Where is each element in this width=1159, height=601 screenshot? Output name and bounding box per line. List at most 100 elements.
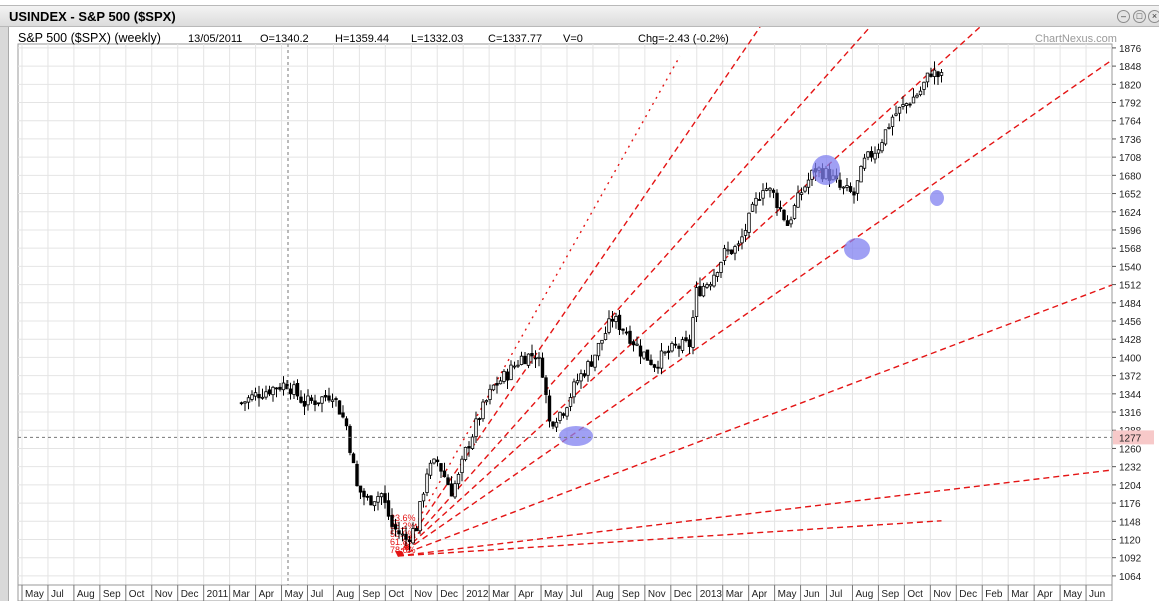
candle-body (687, 339, 692, 348)
x-tick-label: Sep (103, 589, 121, 600)
maximize-button[interactable]: □ (1133, 10, 1146, 23)
candle-body (379, 493, 384, 498)
candle-body (876, 149, 881, 154)
candle-body (929, 73, 933, 77)
candle-body (743, 230, 748, 236)
crosshair-price-box (1113, 430, 1154, 445)
x-tick-label: 2012 (466, 589, 489, 600)
x-tick-label: Apr (1037, 589, 1053, 600)
y-tick-label: 1148 (1119, 517, 1141, 528)
candle-body (439, 463, 443, 472)
candle-body (547, 395, 552, 422)
candle-body (561, 413, 566, 416)
candle-body (411, 528, 415, 544)
candle-body (883, 129, 888, 145)
x-tick-label: Nov (648, 589, 666, 600)
candle-body (768, 187, 772, 191)
candle-body (803, 186, 807, 192)
candle-body (782, 209, 786, 221)
candle-body (512, 365, 517, 368)
candle-body (274, 387, 279, 390)
candle-body (845, 185, 849, 188)
candle-body (330, 399, 335, 402)
y-tick-label: 1092 (1119, 554, 1142, 565)
y-tick-label: 1596 (1119, 226, 1142, 237)
candle-body (792, 205, 797, 219)
candle-body (519, 355, 524, 365)
y-tick-label: 1708 (1119, 153, 1142, 164)
candle-body (456, 473, 461, 485)
candle-body (663, 351, 667, 354)
candle-body (313, 400, 317, 405)
y-tick-label: 1512 (1119, 281, 1142, 292)
fibonacci-fan: 23.6%38.2%50.0%61.8%78.6% (390, 27, 1113, 557)
x-tick-label: Dec (959, 589, 977, 600)
minimize-button[interactable]: – (1117, 10, 1130, 23)
x-tick-label: Dec (181, 589, 199, 600)
candle-body (596, 342, 601, 357)
low-value: L=1332.03 (411, 33, 464, 45)
candle-body (712, 274, 716, 287)
candle-body (652, 364, 657, 368)
candle-body (771, 189, 776, 193)
x-tick-label: Apr (752, 589, 768, 600)
x-tick-label: Jun (804, 589, 820, 600)
candle-body (257, 394, 261, 399)
candle-body (253, 392, 258, 397)
x-tick-label: May (285, 589, 304, 600)
candle-body (649, 359, 653, 365)
candle-body (383, 493, 387, 503)
candle-body (677, 345, 681, 349)
x-tick-label: Apr (259, 589, 275, 600)
candle-body (467, 446, 471, 449)
x-tick-label: Mar (233, 589, 251, 600)
candle-body (526, 353, 531, 366)
candle-body (911, 96, 916, 104)
candle-body (754, 197, 758, 206)
candle-body (421, 493, 426, 502)
candle-body (673, 343, 678, 346)
x-tick-label: Aug (336, 589, 354, 600)
y-tick-label: 1848 (1119, 62, 1142, 73)
bar-date: 13/05/2011 (188, 33, 243, 45)
candle-body (540, 357, 545, 378)
fan-level-label: 23.6% (390, 513, 416, 523)
candle-body (586, 361, 590, 376)
crosshair-price-label: 1277 (1119, 433, 1142, 444)
high-value: H=1359.44 (335, 33, 390, 45)
fan-level-label: 78.6% (390, 545, 416, 555)
highlight-ellipse (930, 190, 944, 206)
x-tick-label: Sep (362, 589, 380, 600)
close-button[interactable]: × (1148, 10, 1159, 23)
candle-body (407, 539, 412, 542)
candle-body (295, 382, 300, 397)
candle-body (656, 366, 660, 369)
candle-body (866, 151, 870, 158)
candle-body (428, 462, 433, 476)
candle-body (628, 330, 632, 344)
source-label: ChartNexus.com (1035, 33, 1117, 45)
fan-line (397, 284, 1113, 557)
left-scroll-strip[interactable] (0, 27, 9, 601)
y-tick-label: 1204 (1119, 481, 1142, 492)
x-tick-label: Jul (310, 589, 323, 600)
y-tick-label: 1792 (1119, 99, 1142, 110)
candle-body (607, 318, 611, 333)
candle-body (750, 203, 755, 212)
candle-body (582, 373, 587, 377)
candle-body (544, 377, 548, 395)
y-tick-label: 1232 (1119, 463, 1142, 474)
candle-body (309, 397, 314, 401)
y-tick-label: 1176 (1119, 499, 1141, 510)
x-tick-label: Mar (1011, 589, 1029, 600)
candle-body (785, 220, 790, 226)
y-tick-label: 1064 (1119, 572, 1142, 583)
y-tick-label: 1260 (1119, 444, 1142, 455)
candle-body (400, 533, 405, 536)
fan-level-label: 38.2% (390, 521, 416, 531)
candle-body (659, 350, 664, 369)
fan-line (397, 27, 761, 557)
candle-body (631, 341, 636, 346)
candle-body (530, 353, 534, 357)
candle-body (239, 402, 244, 405)
